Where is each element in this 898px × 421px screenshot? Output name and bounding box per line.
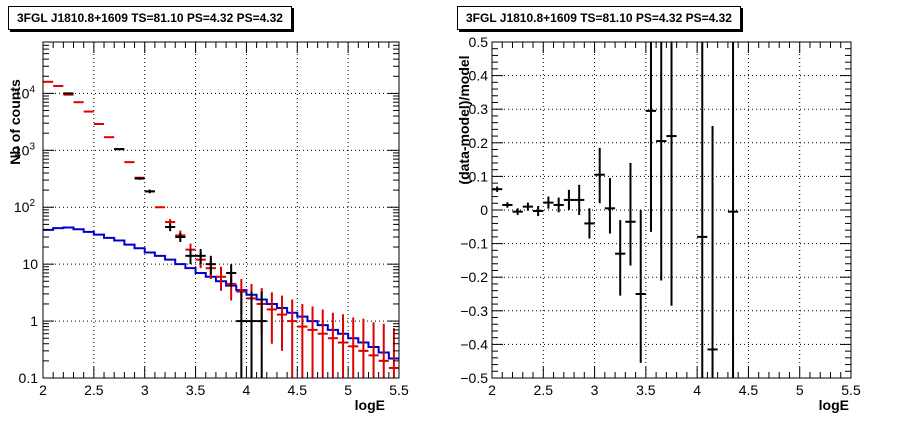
y-tick-label: 0.1 [19, 370, 39, 386]
model-point [317, 309, 328, 378]
x-tick-label: 5.5 [841, 382, 861, 398]
residual-point [492, 186, 503, 192]
x-tick-label: 2 [488, 382, 496, 398]
model-point [297, 303, 308, 378]
x-tick-label: 5.5 [389, 382, 409, 398]
x-tick-label: 3.5 [636, 382, 656, 398]
model-point [307, 306, 318, 378]
x-tick-label: 3.5 [186, 382, 206, 398]
x-tick-label: 4 [243, 382, 251, 398]
model-point [388, 328, 399, 378]
data-point [134, 177, 145, 180]
residual-point [604, 178, 616, 234]
residual-point [522, 202, 534, 211]
model-point [215, 266, 227, 291]
y-axis-label-right: (data-model)/model [456, 55, 472, 184]
data-point [185, 249, 196, 265]
data-point [144, 189, 155, 194]
residual-point [574, 184, 585, 216]
residual-point [563, 189, 575, 210]
residual-point [512, 208, 523, 216]
y-tick-label: 0.4 [469, 68, 489, 84]
residual-point [635, 210, 646, 363]
x-tick-label: 2 [39, 382, 47, 398]
y-tick-label: 0.3 [469, 101, 489, 117]
y-tick-label: 103 [14, 141, 36, 158]
data-point [246, 291, 257, 378]
x-tick-label: 4.5 [288, 382, 308, 398]
model-point [287, 299, 298, 378]
residual-point [666, 42, 677, 306]
data-point [256, 291, 267, 378]
x-tick-label: 5 [344, 382, 352, 398]
x-tick-label: 2.5 [84, 382, 104, 398]
residual-point [543, 196, 554, 209]
x-tick-label: 4.5 [739, 382, 759, 398]
residual-point [594, 147, 605, 204]
data-point [175, 232, 186, 243]
y-tick-label: −0.4 [460, 336, 488, 352]
model-point [327, 312, 338, 378]
residual-point [727, 42, 739, 378]
model-point [368, 322, 379, 378]
plot-area-left [43, 42, 399, 378]
residual-point [645, 42, 657, 232]
y-tick-label: −0.2 [460, 269, 488, 285]
model-point [378, 323, 389, 378]
y-tick-label: 104 [14, 84, 36, 101]
x-axis-label-right: logE [819, 397, 849, 413]
y-tick-label: 0.5 [469, 34, 489, 50]
data-point [114, 148, 125, 151]
y-tick-label: 0.2 [469, 135, 489, 151]
y-tick-label: 10 [22, 256, 38, 272]
x-tick-label: 5 [796, 382, 804, 398]
model-point [337, 314, 349, 378]
x-tick-label: 2.5 [534, 382, 554, 398]
residual-point [533, 205, 544, 217]
y-tick-label: 0 [480, 202, 488, 218]
y-axis-label-left: Nb of counts [7, 79, 23, 165]
y-tick-label: 0.1 [469, 168, 489, 184]
data-point [195, 248, 206, 265]
residual-point [553, 197, 564, 213]
residual-point [656, 42, 667, 281]
x-axis-label-left: logE [355, 397, 385, 413]
residual-point [615, 220, 626, 296]
data-point [226, 264, 237, 287]
chart-title-right: 3FGL J1810.8+1609 TS=81.10 PS=4.32 PS=4.… [457, 6, 741, 30]
residual-point [707, 126, 718, 378]
chart-title-left: 3FGL J1810.8+1609 TS=81.10 PS=4.32 PS=4.… [8, 6, 292, 30]
model-point [358, 318, 369, 378]
y-tick-label: −0.3 [460, 303, 488, 319]
data-point [165, 223, 176, 232]
residual-point [584, 208, 595, 239]
y-tick-label: −0.5 [460, 370, 488, 386]
x-tick-label: 3 [141, 382, 149, 398]
x-tick-label: 3 [591, 382, 599, 398]
model-point [348, 317, 359, 378]
y-tick-label: −0.1 [460, 236, 488, 252]
residual-point [502, 202, 513, 208]
data-point [205, 255, 216, 275]
model-point [276, 295, 288, 351]
model-point [266, 292, 277, 344]
residual-point [625, 162, 636, 266]
y-tick-label: 102 [14, 198, 36, 215]
data-point [236, 291, 247, 378]
residual-point [697, 42, 708, 378]
x-tick-label: 4 [693, 382, 701, 398]
y-tick-label: 1 [30, 313, 38, 329]
